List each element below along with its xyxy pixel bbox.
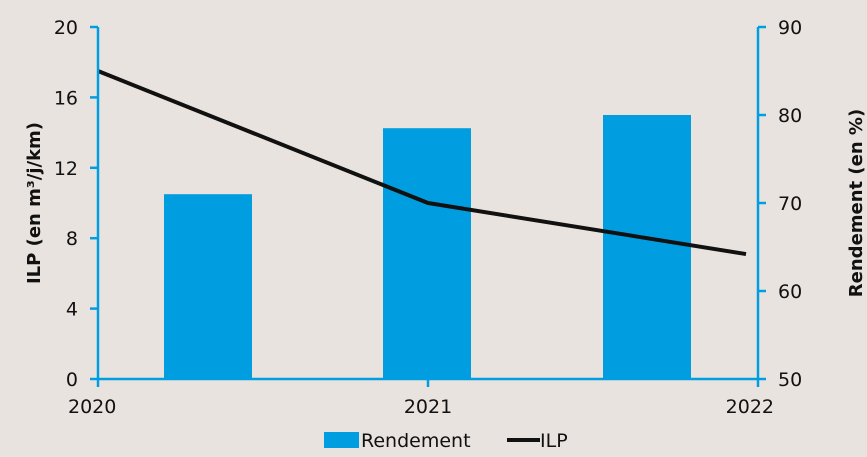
left-y-tick-label: 0 — [66, 369, 78, 391]
x-tick-label: 2021 — [404, 396, 452, 418]
right-y-axis-title: Rendement (en %) — [846, 109, 867, 297]
bars-layer — [164, 115, 691, 379]
legend: Rendement ILP — [324, 430, 568, 452]
legend-rendement-swatch — [324, 432, 359, 448]
rendement-bar-1 — [164, 194, 252, 379]
legend-ilp-label: ILP — [540, 430, 568, 452]
right-y-tick-label: 90 — [778, 17, 802, 39]
legend-rendement-label: Rendement — [361, 430, 471, 452]
right-y-tick-label: 50 — [778, 369, 802, 391]
right-y-tick-label: 70 — [778, 193, 802, 215]
left-y-tick-label: 4 — [66, 299, 78, 321]
rendement-bar-3 — [603, 115, 691, 379]
left-y-axis-title: ILP (en m³/j/km) — [24, 122, 45, 284]
right-y-ticks: 50 60 70 80 90 — [758, 17, 802, 391]
left-y-ticks: 0 4 8 12 16 20 — [54, 17, 98, 391]
x-tick-label: 2020 — [68, 396, 116, 418]
x-tick-label: 2022 — [726, 396, 774, 418]
right-y-tick-label: 80 — [778, 105, 802, 127]
left-y-tick-label: 8 — [66, 228, 78, 250]
rendement-bar-2 — [383, 128, 471, 379]
left-y-tick-label: 16 — [54, 87, 78, 109]
right-y-tick-label: 60 — [778, 281, 802, 303]
ilp-line-series — [97, 69, 747, 257]
left-y-tick-label: 20 — [54, 17, 78, 39]
left-y-tick-label: 12 — [54, 158, 78, 180]
x-ticks: 2020 2021 2022 — [68, 379, 774, 418]
